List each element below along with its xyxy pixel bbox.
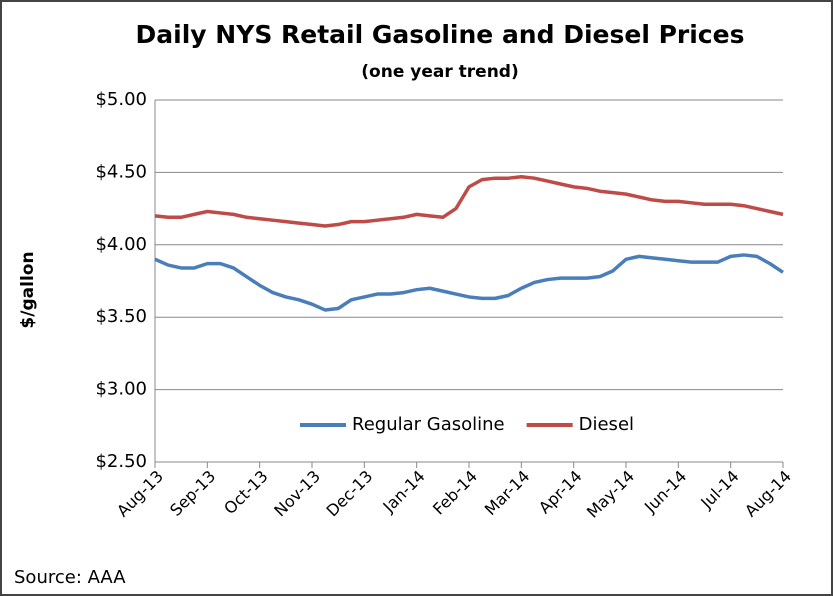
y-tick-label: $5.00 xyxy=(95,89,147,110)
y-tick-label: $4.00 xyxy=(95,234,147,255)
chart-subtitle: (one year trend) xyxy=(361,62,518,82)
chart-title: Daily NYS Retail Gasoline and Diesel Pri… xyxy=(136,20,745,49)
series-line xyxy=(154,174,784,228)
y-tick-label: $4.50 xyxy=(95,161,147,182)
legend-label: Diesel xyxy=(579,414,634,435)
source: Source: AAA xyxy=(14,567,126,588)
y-tick-label: $2.50 xyxy=(95,451,147,472)
y-axis-label: $/gallon xyxy=(18,251,38,328)
legend-label: Regular Gasoline xyxy=(352,414,505,435)
y-tick-label: $3.50 xyxy=(95,306,147,327)
y-tick-label: $3.00 xyxy=(95,379,147,400)
series-line xyxy=(154,253,784,312)
